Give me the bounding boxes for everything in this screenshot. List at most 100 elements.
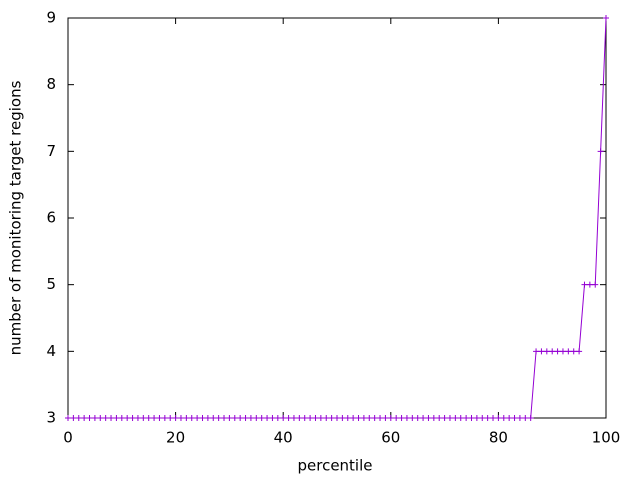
point-marker bbox=[430, 415, 437, 421]
point-marker bbox=[307, 415, 314, 421]
point-marker bbox=[134, 415, 141, 421]
point-marker bbox=[172, 415, 179, 421]
point-marker bbox=[328, 415, 335, 421]
point-marker bbox=[409, 415, 416, 421]
point-marker bbox=[570, 348, 577, 355]
point-marker bbox=[194, 415, 201, 421]
point-marker bbox=[484, 415, 491, 421]
point-marker bbox=[177, 415, 184, 421]
x-tick-label: 40 bbox=[274, 429, 293, 447]
point-marker bbox=[86, 415, 93, 421]
x-tick-label: 0 bbox=[63, 429, 73, 447]
point-marker bbox=[161, 415, 168, 421]
y-axis-label: number of monitoring target regions bbox=[7, 80, 25, 355]
point-marker bbox=[156, 415, 163, 421]
point-marker bbox=[258, 415, 265, 421]
point-marker bbox=[108, 415, 115, 421]
point-marker bbox=[565, 348, 572, 355]
point-marker bbox=[533, 348, 540, 355]
x-axis-label: percentile bbox=[297, 457, 372, 475]
point-marker bbox=[543, 348, 550, 355]
point-marker bbox=[377, 415, 384, 421]
point-marker bbox=[129, 415, 136, 421]
point-marker bbox=[420, 415, 427, 421]
data-line bbox=[68, 17, 607, 419]
point-marker bbox=[312, 415, 319, 421]
point-marker bbox=[97, 415, 104, 421]
point-marker bbox=[317, 415, 324, 421]
point-marker bbox=[527, 415, 534, 421]
point-marker bbox=[334, 415, 340, 421]
point-marker bbox=[280, 415, 287, 421]
point-marker bbox=[576, 348, 583, 355]
point-marker bbox=[457, 415, 464, 421]
point-marker bbox=[516, 415, 523, 421]
point-marker bbox=[597, 148, 604, 155]
point-marker bbox=[468, 415, 475, 421]
point-marker bbox=[559, 348, 566, 355]
point-marker bbox=[344, 415, 351, 421]
point-marker bbox=[355, 415, 362, 421]
point-marker bbox=[414, 415, 421, 421]
point-marker bbox=[221, 415, 228, 421]
point-marker bbox=[323, 415, 330, 421]
point-marker bbox=[490, 415, 497, 421]
point-marker bbox=[231, 415, 238, 421]
y-tick-label: 6 bbox=[46, 209, 56, 227]
point-marker bbox=[425, 415, 432, 421]
y-tick-label: 3 bbox=[46, 409, 56, 427]
point-marker bbox=[113, 415, 120, 421]
point-marker bbox=[247, 415, 254, 421]
point-marker bbox=[91, 415, 98, 421]
point-marker bbox=[436, 415, 443, 421]
x-tick-label: 100 bbox=[592, 429, 621, 447]
point-marker bbox=[360, 415, 367, 421]
y-tick-label: 5 bbox=[46, 275, 56, 293]
x-tick-label: 60 bbox=[381, 429, 400, 447]
point-marker bbox=[140, 415, 147, 421]
point-marker bbox=[339, 415, 346, 421]
y-tick-label: 8 bbox=[46, 75, 56, 93]
point-marker bbox=[167, 415, 174, 421]
point-marker bbox=[495, 415, 502, 421]
point-marker bbox=[301, 415, 308, 421]
point-marker bbox=[350, 415, 357, 421]
point-marker bbox=[269, 415, 276, 421]
point-marker bbox=[70, 415, 77, 421]
point-marker bbox=[145, 415, 152, 421]
point-marker bbox=[452, 415, 459, 421]
point-marker bbox=[387, 415, 394, 421]
point-marker bbox=[65, 415, 71, 421]
point-marker bbox=[511, 415, 518, 421]
point-marker bbox=[81, 415, 88, 421]
point-marker bbox=[204, 415, 211, 421]
point-marker bbox=[446, 415, 453, 421]
point-marker bbox=[586, 281, 593, 288]
point-marker bbox=[538, 348, 545, 355]
point-marker bbox=[473, 415, 480, 421]
point-marker bbox=[274, 415, 281, 421]
point-marker bbox=[554, 348, 561, 355]
point-marker bbox=[102, 415, 109, 421]
point-marker bbox=[549, 348, 556, 355]
point-marker bbox=[253, 415, 260, 421]
point-marker bbox=[215, 415, 222, 421]
point-marker bbox=[226, 415, 233, 421]
point-marker bbox=[592, 281, 599, 288]
point-marker bbox=[581, 281, 588, 288]
point-marker bbox=[237, 415, 244, 421]
point-marker bbox=[118, 415, 125, 421]
point-marker bbox=[500, 415, 507, 421]
point-marker bbox=[124, 415, 131, 421]
point-marker bbox=[210, 415, 217, 421]
point-marker bbox=[290, 415, 297, 421]
point-marker bbox=[398, 415, 405, 421]
point-marker bbox=[242, 415, 249, 421]
y-tick-label: 9 bbox=[46, 9, 56, 27]
x-tick-label: 80 bbox=[489, 429, 508, 447]
point-marker bbox=[479, 415, 486, 421]
point-marker bbox=[75, 415, 82, 421]
x-tick-label: 20 bbox=[166, 429, 185, 447]
point-marker bbox=[382, 415, 389, 421]
